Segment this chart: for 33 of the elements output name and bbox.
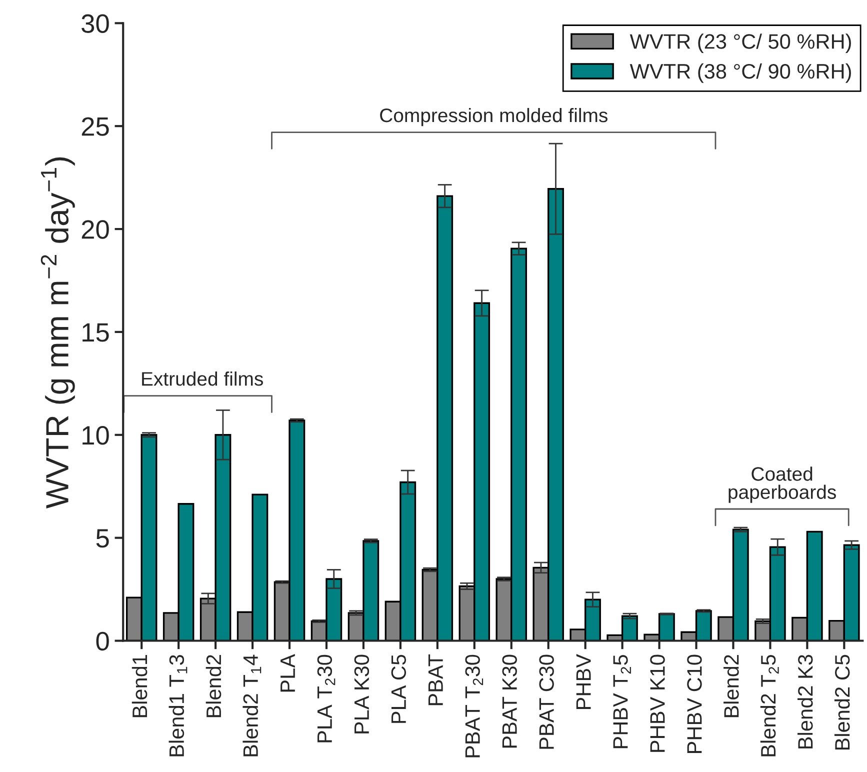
x-tick-label: Blend2 xyxy=(206,654,222,718)
x-tick-label: PBAT xyxy=(428,654,443,706)
annotation: Coated paperboards xyxy=(728,466,836,503)
y-axis-title: WVTR (g mm m$^{−2}$ day$^{−1}$) xyxy=(40,157,75,508)
y-tick-label: 30 xyxy=(82,14,109,33)
y-tick-label: 20 xyxy=(82,220,109,239)
x-tick-label: Blend2 T$_{2}$5 xyxy=(760,654,779,756)
x-tick-label: PBAT K30 xyxy=(502,654,517,748)
x-tick-label: PHBV xyxy=(576,654,591,709)
x-tick-label: PHBV K10 xyxy=(650,654,665,752)
legend-label: WVTR (23 °C/ 50 %RH) xyxy=(630,34,851,53)
x-tick-label: PHBV C10 xyxy=(687,654,702,753)
x-tick-label: Blend1 xyxy=(132,654,148,718)
legend-label: WVTR (38 °C/ 90 %RH) xyxy=(630,63,851,83)
x-tick-label: Blend2 T$_{1}$4 xyxy=(242,654,262,756)
y-tick-label: 0 xyxy=(96,632,109,651)
y-tick-label: 10 xyxy=(82,426,109,445)
x-tick-label: PHBV T$_{2}$5 xyxy=(613,654,631,748)
x-tick-label: Blend2 C5 xyxy=(834,654,850,750)
x-tick-label: Blend2 xyxy=(724,654,739,718)
x-tick-label: PLA C5 xyxy=(391,654,406,723)
y-tick-label: 15 xyxy=(82,323,109,342)
annotation: Compression molded films xyxy=(380,108,608,126)
annotation: Extruded films xyxy=(142,371,263,386)
y-tick-label: 25 xyxy=(82,117,109,136)
x-tick-label: PBAT T$_{2}$30 xyxy=(465,654,484,758)
x-tick-label: PLA K30 xyxy=(354,654,370,734)
x-tick-label: PLA T$_{2}$30 xyxy=(317,654,336,742)
x-tick-label: Blend1 T$_{1}$3 xyxy=(168,655,188,756)
y-tick-label: 5 xyxy=(96,529,109,548)
x-tick-label: PLA xyxy=(280,654,295,692)
x-tick-label: PBAT C30 xyxy=(539,654,554,749)
x-tick-label: Blend2 K3 xyxy=(797,654,813,748)
